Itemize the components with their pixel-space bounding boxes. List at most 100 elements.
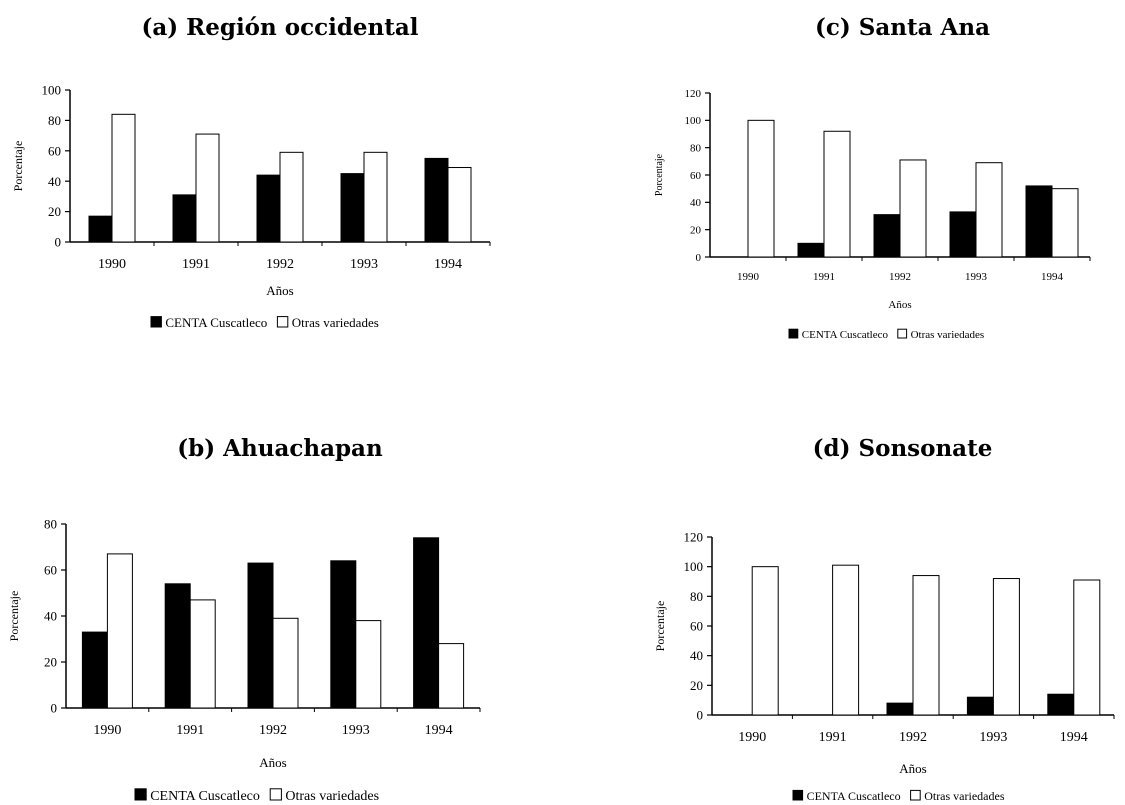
- bar-otras-variedades: [272, 617, 299, 709]
- bar-otras-variedades: [355, 620, 382, 709]
- y-tick-label: 80: [690, 143, 702, 155]
- y-axis-label: Porcentaje: [11, 141, 25, 192]
- legend-label-centa-cuscatleco: CENTA Cuscatleco: [150, 789, 260, 804]
- x-tick-label: 1990: [93, 723, 121, 738]
- legend-swatch-otras-variedades: [897, 328, 908, 339]
- x-tick-label: 1991: [819, 730, 847, 745]
- y-tick-label: 20: [44, 655, 57, 670]
- legend-swatch-centa-cuscatleco: [788, 328, 799, 339]
- x-tick-label: 1991: [813, 271, 835, 283]
- bar-otras-variedades: [106, 553, 133, 709]
- y-tick-label: 80: [690, 589, 703, 604]
- y-tick-label: 120: [685, 88, 702, 100]
- y-tick-label: 20: [690, 678, 703, 693]
- x-axis-label: Años: [266, 283, 293, 298]
- bar-centa-cuscatleco: [1025, 185, 1053, 258]
- bar-centa-cuscatleco: [413, 537, 440, 709]
- bar-centa-cuscatleco: [966, 696, 994, 716]
- x-axis-label: Años: [899, 761, 926, 776]
- bar-otras-variedades: [975, 162, 1003, 258]
- chart-title: (a) Región occidental: [141, 14, 419, 41]
- y-axis-label: Porcentaje: [7, 591, 21, 642]
- bar-centa-cuscatleco: [164, 583, 191, 709]
- bar-otras-variedades: [751, 566, 779, 716]
- bar-centa-cuscatleco: [424, 157, 449, 243]
- legend-swatch-otras-variedades: [269, 788, 282, 801]
- y-axis-label: Porcentaje: [653, 601, 667, 652]
- legend-label-otras-variedades: Otras variedades: [911, 329, 985, 341]
- bar-centa-cuscatleco: [886, 702, 914, 716]
- x-tick-label: 1990: [737, 271, 760, 283]
- y-tick-label: 0: [51, 701, 58, 716]
- chart-panel-a: (a) Región occidental 0 20 40 60 80 100 Porcen…: [0, 0, 560, 400]
- y-tick-label: 120: [684, 530, 704, 545]
- legend-swatch-centa-cuscatleco: [150, 316, 162, 328]
- y-tick-label: 0: [697, 708, 704, 723]
- bar-centa-cuscatleco: [340, 173, 365, 243]
- x-tick-label: 1990: [738, 730, 766, 745]
- bar-centa-cuscatleco: [88, 215, 113, 243]
- bar-otras-variedades: [899, 159, 927, 258]
- legend-swatch-centa-cuscatleco: [134, 788, 147, 801]
- bar-chart-d: 0 20 40 60 80 100 120 Porcentaje 1990 1991 1992 199…: [653, 530, 1115, 803]
- x-tick-label: 1994: [1041, 271, 1064, 283]
- y-tick-label: 20: [48, 204, 61, 219]
- bar-otras-variedades: [823, 130, 851, 258]
- x-tick-label: 1993: [342, 723, 370, 738]
- x-tick-label: 1990: [98, 257, 126, 272]
- x-tick-label: 1993: [350, 257, 378, 272]
- x-tick-label: 1994: [425, 723, 453, 738]
- bar-centa-cuscatleco: [949, 211, 977, 258]
- y-tick-label: 80: [44, 517, 57, 532]
- y-tick-label: 100: [684, 559, 704, 574]
- bar-centa-cuscatleco: [81, 631, 108, 709]
- y-tick-label: 0: [55, 235, 62, 250]
- legend-label-centa-cuscatleco: CENTA Cuscatleco: [802, 329, 889, 341]
- bar-chart-b: 0 20 40 60 80 Porcentaje 1990 1991 1992 1993 1994 A…: [7, 517, 481, 804]
- y-tick-label: 0: [696, 252, 702, 264]
- x-tick-label: 1994: [1060, 730, 1088, 745]
- chart-title: (c) Santa Ana: [814, 14, 990, 41]
- bar-centa-cuscatleco: [256, 174, 281, 243]
- bar-otras-variedades: [438, 643, 465, 709]
- x-tick-label: 1992: [259, 723, 287, 738]
- bar-chart-c: 0 20 40 60 80 100 120 Porcentaje 1990 1991 1992 199…: [654, 88, 1091, 341]
- y-tick-label: 80: [48, 113, 61, 128]
- x-tick-label: 1992: [899, 730, 927, 745]
- x-axis-label: Años: [888, 299, 911, 311]
- bar-centa-cuscatleco: [1047, 693, 1075, 716]
- y-tick-label: 60: [690, 170, 702, 182]
- y-axis-label: Porcentaje: [654, 153, 665, 196]
- bar-otras-variedades: [279, 151, 304, 243]
- x-tick-label: 1994: [434, 257, 462, 272]
- x-tick-label: 1992: [266, 257, 294, 272]
- y-tick-label: 40: [48, 174, 61, 189]
- x-axis-label: Años: [259, 755, 286, 770]
- chart-title: (d) Sonsonate: [812, 435, 993, 462]
- x-tick-label: 1991: [176, 723, 204, 738]
- bar-otras-variedades: [1073, 579, 1101, 716]
- legend-label-otras-variedades: Otras variedades: [292, 315, 379, 330]
- legend-swatch-centa-cuscatleco: [792, 789, 804, 801]
- x-tick-label: 1992: [889, 271, 911, 283]
- chart-panel-d: (d) Sonsonate 0 20 40 60 80 100 120 Porcentaje 1…: [560, 405, 1125, 805]
- legend-label-centa-cuscatleco: CENTA Cuscatleco: [165, 315, 267, 330]
- legend-swatch-otras-variedades: [910, 789, 921, 801]
- bar-centa-cuscatleco: [172, 194, 197, 243]
- bar-centa-cuscatleco: [873, 214, 901, 258]
- y-tick-label: 20: [690, 225, 702, 237]
- bar-centa-cuscatleco: [247, 562, 274, 709]
- bar-centa-cuscatleco: [330, 560, 357, 709]
- bar-otras-variedades: [912, 575, 940, 716]
- x-tick-label: 1991: [182, 257, 210, 272]
- bar-otras-variedades: [195, 133, 220, 243]
- y-tick-label: 40: [690, 648, 703, 663]
- bar-otras-variedades: [189, 599, 216, 709]
- legend-label-centa-cuscatleco: CENTA Cuscatleco: [807, 789, 901, 803]
- y-tick-label: 60: [48, 143, 61, 158]
- chart-panel-c: (c) Santa Ana 0 20 40 60 80 100 120 Porcentaje 1…: [560, 0, 1125, 400]
- bar-otras-variedades: [832, 564, 860, 716]
- chart-title: (b) Ahuachapan: [177, 435, 383, 462]
- y-tick-label: 40: [690, 197, 702, 209]
- legend-label-otras-variedades: Otras variedades: [285, 789, 379, 804]
